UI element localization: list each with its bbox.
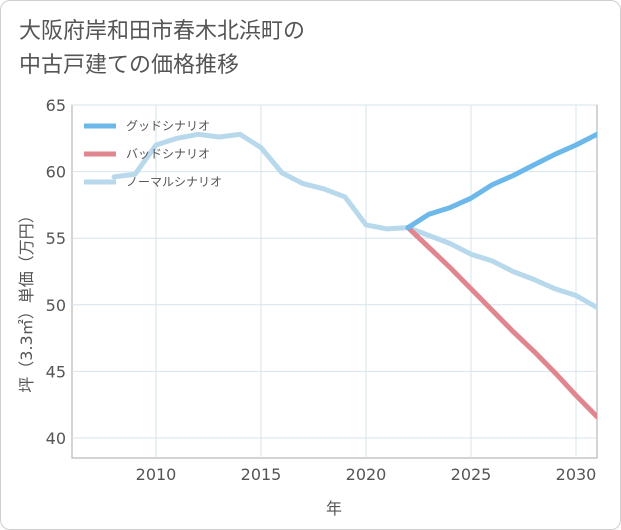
y-axis-title: 坪（3.3㎡）単価（万円）: [17, 207, 36, 392]
y-tick-label: 40: [46, 429, 66, 448]
series-line-0: [405, 131, 597, 231]
chart-title-line-1: 大阪府岸和田市春木北浜町の: [19, 19, 306, 44]
legend-label-2: ノーマルシナリオ: [126, 175, 222, 189]
series-line-2: [111, 131, 597, 310]
series-line-1: [405, 225, 597, 420]
x-tick-label: 2030: [556, 465, 597, 484]
legend-label-1: バッドシナリオ: [126, 147, 210, 161]
x-axis-title: 年: [326, 499, 342, 518]
x-tick-label: 2025: [451, 465, 492, 484]
y-tick-label: 65: [46, 96, 66, 115]
y-tick-label: 50: [46, 296, 66, 315]
chart-title: 大阪府岸和田市春木北浜町の 中古戸建ての価格推移: [19, 15, 305, 83]
plot-area: [71, 104, 598, 459]
x-tick-label: 2010: [136, 465, 177, 484]
series-lines: [111, 131, 597, 420]
y-axis-ticks: 40 45 50 55 60 65: [46, 96, 66, 448]
y-tick-label: 45: [46, 362, 66, 381]
chart-title-line-2: 中古戸建ての価格推移: [19, 53, 240, 78]
x-axis-ticks: 2010 2015 2020 2025 2030: [136, 465, 597, 484]
y-tick-label: 60: [46, 163, 66, 182]
x-tick-label: 2015: [241, 465, 282, 484]
y-tick-label: 55: [46, 229, 66, 248]
legend-label-0: グッドシナリオ: [126, 119, 210, 133]
x-tick-label: 2020: [346, 465, 387, 484]
grid-lines: [72, 104, 597, 458]
